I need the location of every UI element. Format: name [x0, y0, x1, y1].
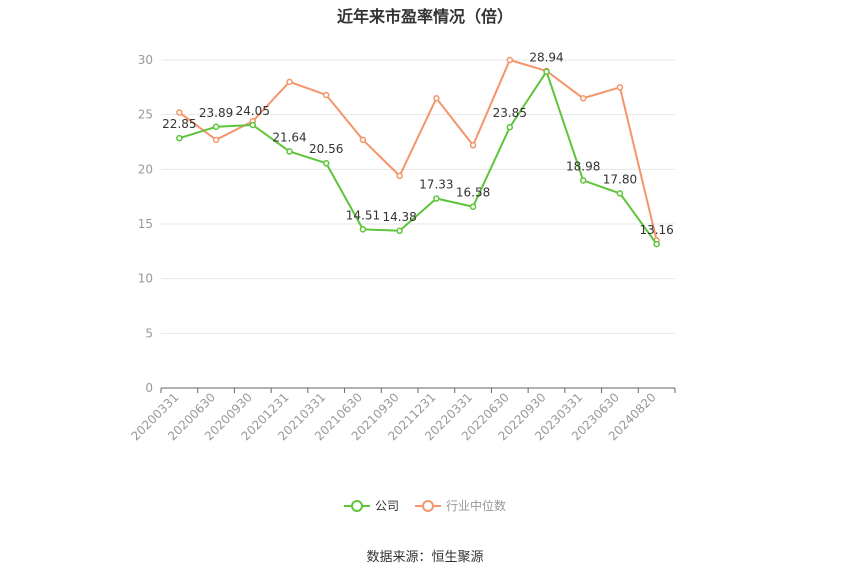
series-line-industry — [178, 59, 658, 241]
data-label: 23.85 — [493, 106, 527, 120]
source-note: 数据来源：恒生聚源 — [366, 550, 484, 565]
data-point-industry — [469, 142, 477, 149]
data-label: 16.58 — [456, 186, 490, 200]
data-point-industry — [433, 95, 440, 102]
data-point-industry — [286, 78, 293, 86]
data-point-company — [212, 123, 220, 131]
data-point-industry — [176, 109, 183, 116]
data-point-industry — [322, 91, 330, 99]
data-point-industry — [616, 84, 624, 91]
data-point-company — [579, 177, 587, 184]
data-point-company — [176, 134, 183, 142]
data-point-industry — [579, 95, 587, 102]
legend: 公司 行业中位数 — [0, 497, 850, 514]
chart-title: 近年来市盈率情况（倍） — [336, 7, 513, 26]
y-tick-label: 0 — [145, 381, 153, 395]
data-label: 13.16 — [639, 223, 673, 237]
y-tick-label: 25 — [138, 108, 153, 122]
y-tick-label: 20 — [138, 162, 153, 176]
legend-marker-company — [343, 499, 370, 512]
legend-label-industry: 行业中位数 — [446, 499, 507, 513]
data-label: 14.38 — [382, 210, 416, 224]
data-label: 20.56 — [309, 142, 343, 156]
data-point-company — [433, 195, 440, 202]
data-label: 23.89 — [199, 106, 233, 120]
legend-item-industry[interactable]: 行业中位数 — [415, 497, 506, 514]
y-tick-label: 10 — [138, 272, 153, 286]
data-label: 24.05 — [236, 104, 270, 118]
data-point-industry — [359, 136, 367, 144]
data-label: 22.85 — [162, 117, 196, 131]
data-label: 28.94 — [529, 51, 563, 65]
legend-label-company: 公司 — [374, 499, 399, 513]
data-label: 17.80 — [603, 172, 637, 186]
data-point-industry — [212, 136, 220, 144]
data-point-company — [322, 159, 330, 167]
data-point-company — [359, 226, 367, 233]
data-label: 14.51 — [346, 208, 380, 222]
y-tick-label: 5 — [145, 326, 153, 340]
legend-marker-industry — [415, 499, 441, 512]
data-point-company — [249, 121, 257, 129]
data-label: 21.64 — [272, 130, 306, 144]
data-point-company — [506, 123, 514, 131]
data-point-company — [616, 190, 624, 197]
data-point-company — [653, 240, 660, 248]
data-label: 17.33 — [419, 178, 453, 192]
data-point-company — [396, 227, 403, 235]
legend-item-company[interactable]: 公司 — [343, 497, 399, 514]
data-point-industry — [506, 56, 514, 64]
data-point-company — [469, 203, 477, 210]
series-line-company — [179, 70, 658, 245]
y-tick-label: 15 — [138, 217, 153, 231]
data-point-company — [286, 148, 293, 155]
data-label: 18.98 — [566, 159, 600, 173]
y-tick-label: 30 — [138, 53, 153, 67]
data-point-industry — [396, 172, 403, 180]
data-point-company — [543, 68, 550, 75]
